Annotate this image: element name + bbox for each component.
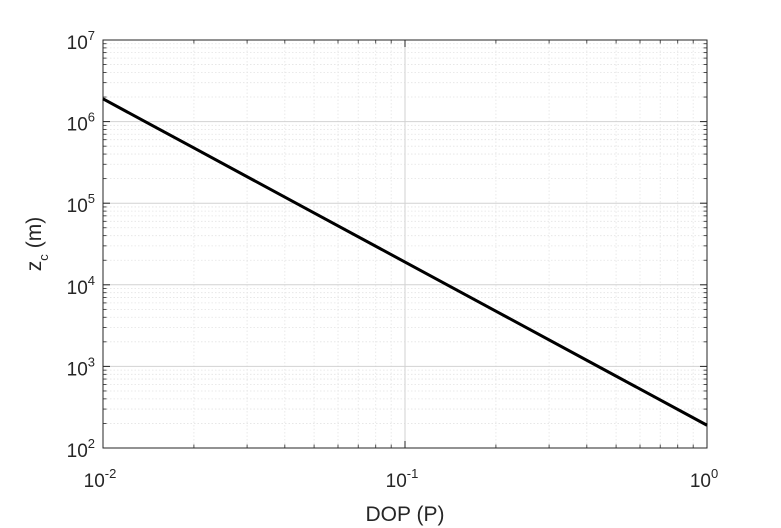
y-tick-label: 104 bbox=[67, 273, 95, 299]
x-tick-exponent: -1 bbox=[407, 466, 419, 481]
y-axis-label-unit: (m) bbox=[23, 217, 46, 248]
x-tick-exponent: 0 bbox=[711, 466, 718, 481]
x-tick-label: 10-2 bbox=[84, 466, 117, 492]
x-tick-label: 100 bbox=[690, 466, 718, 492]
y-tick-exponent: 7 bbox=[88, 28, 95, 43]
axis-ticks bbox=[102, 39, 708, 449]
y-tick-exponent: 4 bbox=[88, 273, 95, 288]
y-tick-label: 102 bbox=[67, 436, 95, 462]
x-axis-label: DOP (P) bbox=[366, 503, 445, 526]
series-group bbox=[102, 97, 708, 427]
y-tick-exponent: 6 bbox=[88, 110, 95, 125]
x-tick-labels: 10-2 10-1 100 bbox=[84, 466, 719, 492]
y-tick-base: 10 bbox=[67, 115, 88, 136]
y-tick-exponent: 5 bbox=[88, 191, 95, 206]
y-tick-label: 103 bbox=[67, 354, 95, 380]
x-tick-base: 10 bbox=[690, 471, 711, 492]
x-tick-base: 10 bbox=[84, 471, 105, 492]
x-tick-label: 10-1 bbox=[386, 466, 419, 492]
y-tick-label: 105 bbox=[67, 191, 95, 217]
y-tick-base: 10 bbox=[67, 359, 88, 380]
y-tick-base: 10 bbox=[67, 33, 88, 54]
y-axis-label: zc (m) bbox=[23, 217, 51, 271]
y-tick-exponent: 3 bbox=[88, 354, 95, 369]
y-axis-label-sub: c bbox=[36, 254, 51, 261]
y-tick-exponent: 2 bbox=[88, 436, 95, 451]
y-tick-base: 10 bbox=[67, 278, 88, 299]
x-tick-base: 10 bbox=[386, 471, 407, 492]
x-tick-exponent: -2 bbox=[105, 466, 117, 481]
series-line bbox=[102, 97, 708, 427]
y-tick-label: 106 bbox=[67, 110, 95, 136]
y-tick-base: 10 bbox=[67, 441, 88, 462]
y-axis-label-main: z bbox=[23, 261, 46, 272]
y-tick-base: 10 bbox=[67, 196, 88, 217]
y-tick-label: 107 bbox=[67, 28, 95, 54]
